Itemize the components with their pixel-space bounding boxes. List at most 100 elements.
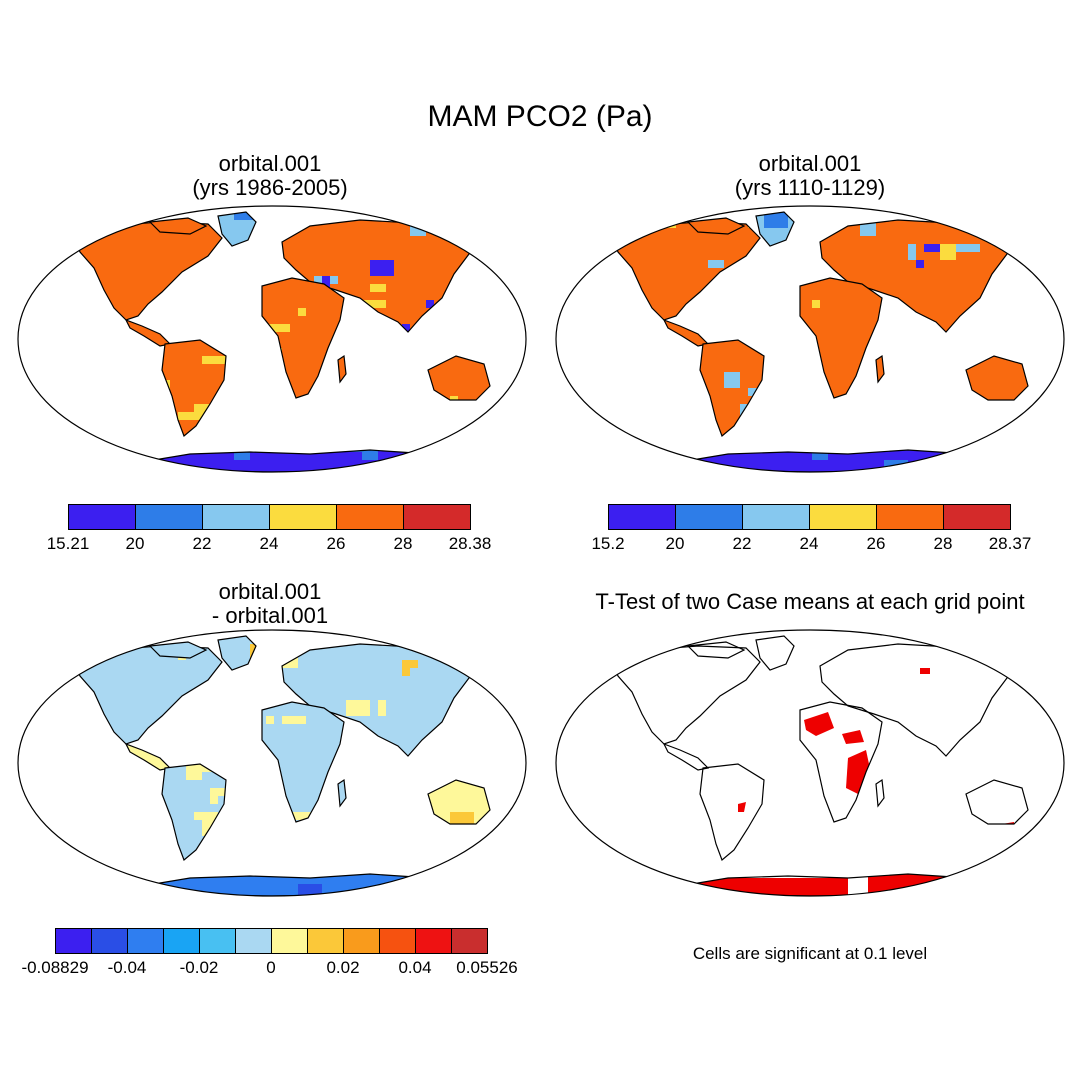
colorbar-tick-label: 15.2 (591, 534, 625, 553)
map-diff (17, 629, 527, 897)
coastline-arctic (148, 641, 208, 659)
colorbar-swatch (379, 928, 416, 954)
map-boundary (17, 629, 527, 897)
coastline-greenland (755, 635, 795, 671)
coastline-southAmerica (699, 763, 765, 862)
coastline-southAmerica (161, 339, 227, 438)
coastline-greenland (217, 211, 257, 247)
colorbar-swatch (68, 504, 136, 530)
coastline-arctic (148, 217, 208, 235)
colorbar-swatch (199, 928, 236, 954)
figure-title: MAM PCO2 (Pa) (427, 100, 653, 133)
colorbar-swatch (336, 504, 404, 530)
coastline-australia (427, 355, 491, 401)
colorbar-tick-label: 20 (665, 534, 685, 553)
colorbar-swatch (163, 928, 200, 954)
coastline-arctic (686, 217, 746, 235)
significant-region (846, 750, 872, 794)
panel-title-ttest-line1: T-Test of two Case means at each grid po… (595, 589, 1025, 614)
coastline-greenland (755, 211, 795, 247)
colorbar-swatch (876, 504, 944, 530)
coastline-southAmerica (161, 763, 227, 862)
coastline-northAmerica (609, 645, 761, 745)
coastline-australia (965, 779, 1029, 825)
map-case1 (17, 205, 527, 473)
colorbar-swatch (307, 928, 344, 954)
land-madagascar (338, 356, 346, 382)
coastline-australia (427, 779, 491, 825)
coastline-australia (965, 355, 1029, 401)
colorbar-swatch (742, 504, 810, 530)
colorbar-tick-label: 28 (933, 534, 953, 553)
panel-title-case1: orbital.001 (yrs 1986-2005) (0, 152, 540, 200)
land-madagascar (876, 356, 884, 382)
colorbar-tick-label: 24 (799, 534, 819, 553)
colorbar-swatch (943, 504, 1011, 530)
colorbar-tick-label: 0.04 (398, 958, 432, 977)
colorbar-tick-label: 22 (732, 534, 752, 553)
significant-region (738, 802, 746, 812)
panel-title-case2-line2: (yrs 1110-1129) (734, 175, 886, 200)
colorbar-swatch (135, 504, 203, 530)
map-boundary (17, 205, 527, 473)
colorbar-swatch (451, 928, 488, 954)
colorbar-swatch (675, 504, 743, 530)
colorbar-swatch (235, 928, 272, 954)
coastline-southAmerica (699, 339, 765, 438)
coastline-arctic (686, 641, 746, 659)
colorbar-tick-label: 0.05526 (456, 958, 518, 977)
colorbar-swatch (127, 928, 164, 954)
colorbar-tick-label: 0.02 (326, 958, 360, 977)
coastline-centralAmerica (662, 742, 710, 771)
coastline-madagascar (337, 778, 347, 808)
significant-region (804, 712, 834, 736)
significant-region (1002, 822, 1014, 824)
map-boundary (555, 629, 1065, 897)
colorbar-swatch (415, 928, 452, 954)
colorbar-tick-label: 20 (125, 534, 145, 553)
colorbar-tick-label: 28 (393, 534, 413, 553)
colorbar-swatch (55, 928, 92, 954)
colorbar-swatch (202, 504, 270, 530)
coastline-madagascar (875, 778, 885, 808)
panel-title-case2: orbital.001 (yrs 1110-1129) (540, 152, 1080, 200)
panel-title-case1-line1: orbital.001 (218, 151, 322, 176)
map-boundary (555, 205, 1065, 473)
coastline-africa (799, 701, 883, 823)
panel-title-case2-line1: orbital.001 (758, 151, 862, 176)
coastline-greenland (217, 635, 257, 671)
land-madagascar (338, 780, 346, 806)
panel-title-diff-line1: orbital.001 (218, 579, 322, 604)
colorbar-case2: 15.2 20 22 24 26 28 28.37 (591, 504, 1031, 553)
colorbar-swatch (403, 504, 471, 530)
land-arctic (150, 218, 206, 234)
colorbar-tick-label: 26 (326, 534, 346, 553)
coastline-africa (261, 277, 345, 399)
colorbar-swatch (608, 504, 676, 530)
coastline-madagascar (875, 354, 885, 384)
colorbar-tick-label: 0 (266, 958, 276, 977)
map-case2 (555, 205, 1065, 473)
coastline-africa (799, 277, 883, 399)
significant-region (680, 878, 848, 896)
significant-region (920, 668, 930, 674)
colorbar-swatch (271, 928, 308, 954)
colorbar-tick-label: 28.38 (448, 534, 492, 553)
coastline-africa (261, 701, 345, 823)
colorbar-tick-label: 15.21 (46, 534, 90, 553)
coastline-madagascar (337, 354, 347, 384)
colorbar-tick-label: 28.37 (988, 534, 1032, 553)
colorbar-swatch (809, 504, 877, 530)
colorbar-tick-label: -0.02 (179, 958, 219, 977)
panel-title-case1-line2: (yrs 1986-2005) (192, 175, 348, 200)
map-ttest (555, 629, 1065, 897)
colorbar-swatch (269, 504, 337, 530)
colorbar-case1: 15.21 20 22 24 26 28 28.38 (47, 504, 491, 553)
colorbar-tick-label: 22 (192, 534, 212, 553)
panel-title-diff-line2: - orbital.001 (211, 603, 329, 628)
panel-title-ttest: T-Test of two Case means at each grid po… (540, 590, 1080, 614)
colorbar-tick-label: 24 (259, 534, 279, 553)
land-arctic (688, 218, 744, 234)
panel-title-diff: orbital.001 - orbital.001 (0, 580, 540, 628)
colorbar-tick-label: -0.04 (107, 958, 147, 977)
